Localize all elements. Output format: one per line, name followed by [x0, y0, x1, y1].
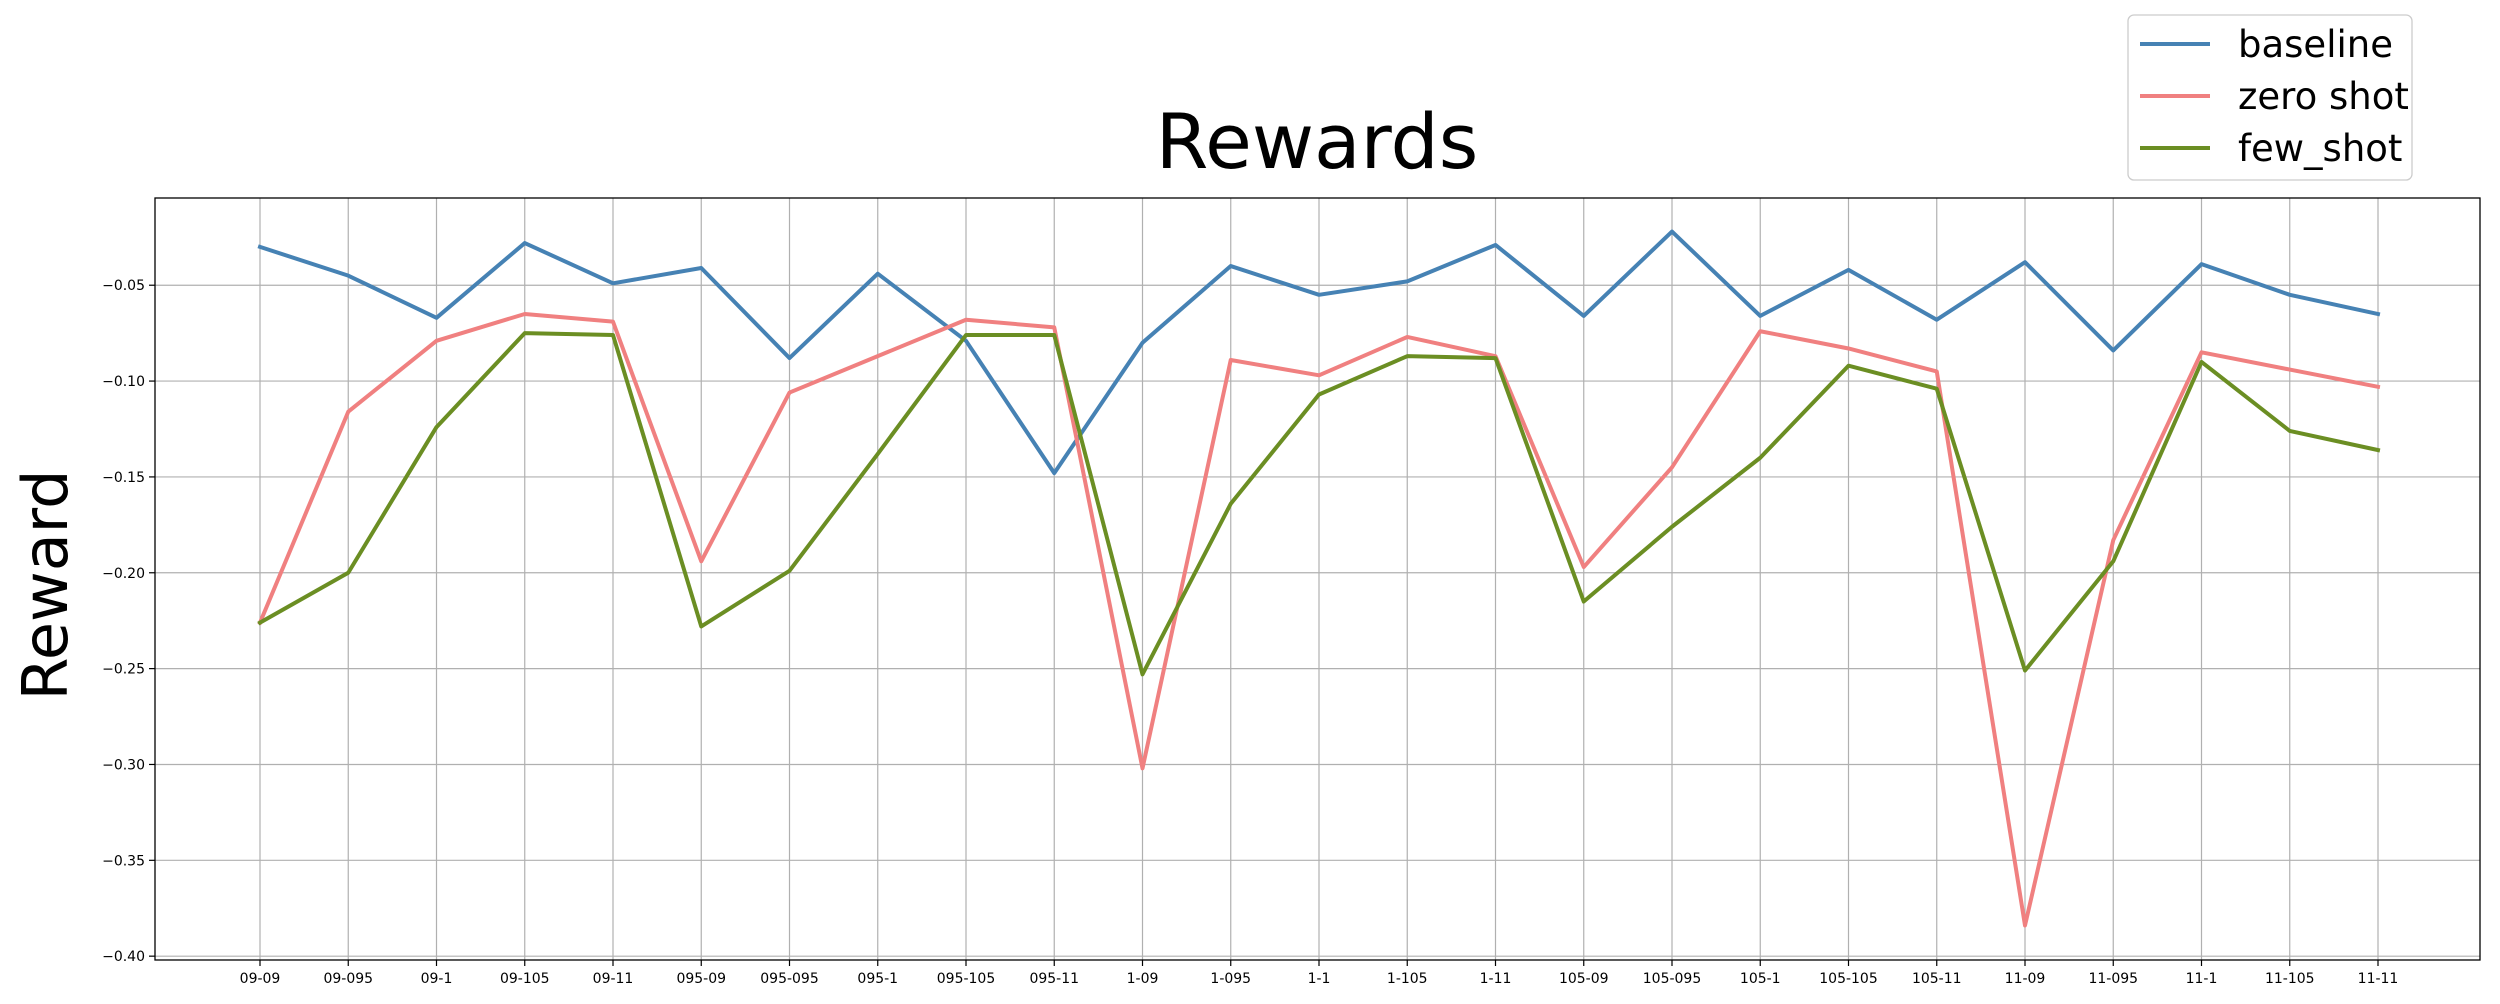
x-tick-label: 1-105 — [1387, 971, 1428, 987]
grid — [155, 198, 2480, 960]
plot-frame — [154, 197, 2481, 961]
y-tick-label: −0.40 — [102, 949, 145, 965]
x-tick-label: 11-1 — [2186, 971, 2218, 987]
x-tick-label: 105-09 — [1559, 971, 1609, 987]
x-axis: 09-09 09-095 09-1 09-105 09-11 095-09 095-095 0… — [240, 960, 2399, 987]
y-axis-label: Reward — [9, 470, 82, 701]
y-tick-label: −0.25 — [102, 662, 145, 678]
y-tick-label: −0.10 — [102, 374, 145, 390]
x-tick-label: 095-09 — [676, 971, 726, 987]
legend-label: baseline — [2238, 23, 2393, 66]
y-tick-label: −0.35 — [102, 853, 145, 869]
y-tick-label: −0.05 — [102, 278, 145, 294]
y-tick-label: −0.15 — [102, 470, 145, 486]
x-tick-label: 105-1 — [1740, 971, 1781, 987]
series-lines — [257, 229, 2381, 928]
x-tick-label: 095-105 — [937, 971, 996, 987]
series-line-baseline — [257, 229, 2381, 476]
x-tick-label: 1-11 — [1480, 971, 1512, 987]
x-tick-label: 095-1 — [857, 971, 898, 987]
x-tick-label: 105-11 — [1912, 971, 1962, 987]
x-tick-label: 09-1 — [421, 971, 453, 987]
x-tick-label: 11-11 — [2358, 971, 2399, 987]
x-tick-label: 095-11 — [1029, 971, 1079, 987]
legend: baseline zero shot few_shot — [2127, 14, 2413, 181]
x-tick-label: 105-095 — [1643, 971, 1702, 987]
series-line-few-shot — [257, 331, 2381, 677]
x-tick-label: 095-095 — [760, 971, 819, 987]
x-tick-label: 11-095 — [2088, 971, 2138, 987]
x-tick-label: 1-095 — [1210, 971, 1251, 987]
legend-label: few_shot — [2238, 127, 2402, 170]
legend-label: zero shot — [2238, 75, 2409, 118]
x-tick-label: 11-09 — [2005, 971, 2046, 987]
legend-frame — [2127, 14, 2413, 181]
x-tick-label: 09-095 — [323, 971, 373, 987]
x-tick-label: 1-1 — [1308, 971, 1331, 987]
chart-title: Rewards — [1156, 97, 1479, 186]
x-tick-label: 105-105 — [1819, 971, 1878, 987]
x-tick-label: 11-105 — [2265, 971, 2315, 987]
y-axis: −0.40 −0.35 −0.30 −0.25 −0.20 −0.15 −0.10 −0.05 — [102, 278, 155, 965]
y-tick-label: −0.30 — [102, 757, 145, 773]
x-tick-label: 1-09 — [1127, 971, 1159, 987]
x-tick-label: 09-105 — [500, 971, 550, 987]
x-tick-label: 09-09 — [240, 971, 281, 987]
x-tick-label: 09-11 — [593, 971, 634, 987]
y-tick-label: −0.20 — [102, 566, 145, 582]
series-line-zero-shot — [257, 311, 2381, 928]
